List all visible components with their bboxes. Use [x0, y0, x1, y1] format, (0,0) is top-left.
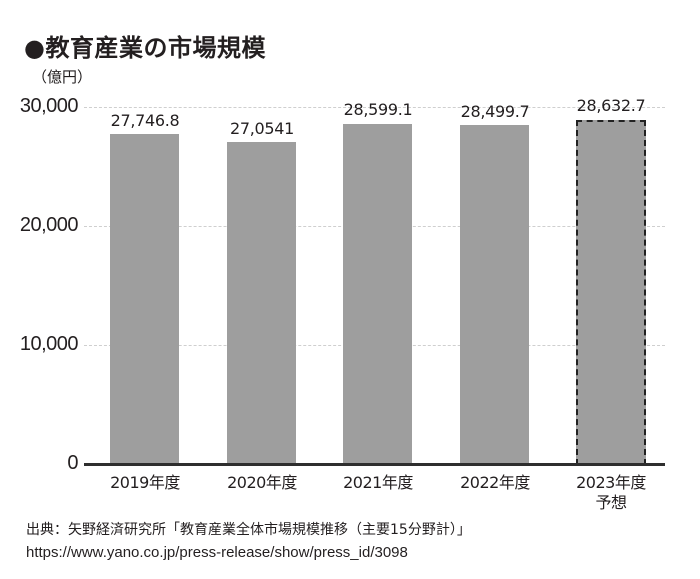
value-label-2023: 28,632.7	[576, 96, 646, 115]
bar-2020	[227, 142, 296, 464]
value-label-2021: 28,599.1	[343, 100, 413, 119]
source-url: https://www.yano.co.jp/press-release/sho…	[26, 544, 408, 561]
x-label-2022: 2022年度	[435, 473, 555, 493]
bar-2023-forecast	[576, 120, 646, 465]
y-tick-0: 0	[67, 452, 78, 474]
value-label-2020: 27,0541	[229, 119, 295, 138]
chart-title: ●教育産業の市場規模	[24, 34, 266, 62]
bar-2019	[110, 134, 179, 464]
value-label-2019: 27,746.8	[110, 111, 180, 130]
x-label-2019-text: 2019年度	[110, 473, 180, 492]
x-label-2023-forecast-text: 予想	[595, 493, 627, 512]
x-axis-baseline	[84, 463, 665, 466]
y-axis-unit: （億円）	[32, 68, 93, 86]
bar-2021	[343, 124, 412, 464]
gridline-30000	[84, 107, 665, 108]
y-tick-30000: 30,000	[19, 95, 79, 117]
source-citation: 出典：矢野経済研究所「教育産業全体市場規模推移（主要15分野計）」	[26, 522, 471, 538]
x-label-2020-text: 2020年度	[227, 473, 297, 492]
x-label-2023: 2023年度 予想	[551, 473, 671, 513]
x-label-2023-text: 2023年度	[576, 473, 646, 492]
x-label-2021: 2021年度	[318, 473, 438, 493]
x-label-2022-text: 2022年度	[460, 473, 530, 492]
x-label-2021-text: 2021年度	[343, 473, 413, 492]
y-tick-10000: 10,000	[19, 333, 79, 355]
x-label-2019: 2019年度	[85, 473, 205, 493]
y-tick-20000: 20,000	[19, 214, 79, 236]
value-label-2022: 28,499.7	[460, 102, 530, 121]
x-label-2020: 2020年度	[202, 473, 322, 493]
bar-2022	[460, 125, 529, 464]
